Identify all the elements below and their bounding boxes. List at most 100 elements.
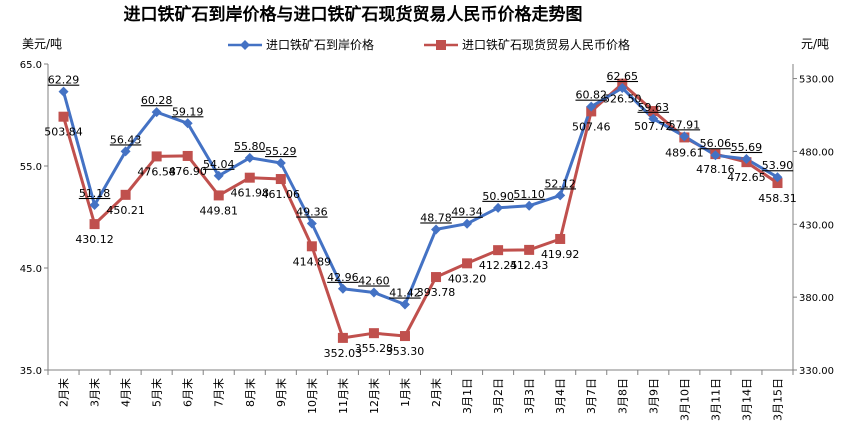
x-category-label: 7月末: [212, 378, 226, 407]
right-tick-label: 480.00: [799, 147, 834, 158]
usd-point: [679, 131, 690, 142]
cny-data-label: 458.31: [758, 192, 797, 205]
usd-point: [710, 150, 721, 161]
cny-point: [120, 189, 131, 200]
x-category-label: 10月末: [305, 378, 319, 414]
usd-data-label: 48.78: [420, 211, 452, 224]
cny-data-label: 430.12: [75, 233, 114, 246]
usd-data-label: 62.29: [48, 74, 80, 87]
x-category-label: 3月8日: [616, 378, 629, 414]
x-category-label: 2月末: [57, 378, 71, 407]
left-tick-label: 65.0: [20, 60, 42, 71]
x-category-label: 11月末: [336, 378, 350, 414]
cny-point: [244, 172, 255, 183]
cny-point: [772, 178, 783, 189]
cny-data-label: 412.43: [510, 259, 549, 272]
usd-data-label: 51.18: [79, 187, 111, 200]
usd-point: [493, 202, 504, 213]
x-category-label: 3月2日: [492, 378, 505, 414]
usd-point: [58, 86, 69, 97]
legend-usd-label: 进口铁矿石到岸价格: [266, 37, 374, 52]
usd-point: [772, 172, 783, 183]
cny-data-label: 461.06: [262, 188, 301, 201]
axes: [47, 64, 794, 375]
usd-point: [431, 224, 442, 235]
x-category-label: 3月末: [88, 378, 102, 407]
x-category-label: 1月末: [398, 378, 412, 407]
cny-point: [431, 272, 442, 283]
cny-point: [213, 190, 224, 201]
cny-point: [462, 258, 473, 269]
cny-data-label: 403.20: [448, 272, 487, 285]
usd-point: [244, 152, 255, 163]
cny-point: [337, 332, 348, 343]
cny-data-label: 489.61: [665, 146, 704, 159]
cny-point: [648, 106, 659, 117]
right-tick-label: 430.00: [799, 220, 834, 231]
usd-point: [462, 218, 473, 229]
usd-data-label: 59.63: [638, 101, 670, 114]
usd-data-label: 57.91: [669, 118, 701, 131]
x-category-label: 3月11日: [709, 378, 722, 421]
usd-data-label: 56.06: [700, 137, 732, 150]
cny-data-label: 352.03: [324, 347, 363, 360]
right-axis-ticks: 330.00 380.00 430.00 480.00 530.00: [793, 75, 834, 377]
cny-data-label: 478.16: [696, 163, 735, 176]
cny-point: [89, 219, 100, 230]
cny-data-label: 412.25: [479, 259, 518, 272]
cny-data-label: 507.72: [634, 120, 673, 133]
legend-cny-label: 进口铁矿石现货贸易人民币价格: [462, 37, 630, 52]
x-category-label: 2月末: [429, 378, 443, 407]
cny-data-label: 449.81: [199, 204, 238, 217]
cny-data-label: 476.58: [137, 165, 176, 178]
right-axis-unit: 元/吨: [801, 37, 829, 51]
usd-data-label: 53.90: [762, 159, 794, 172]
left-tick-label: 55.0: [20, 162, 42, 173]
x-category-label: 3月3日: [523, 378, 536, 414]
usd-point: [337, 283, 348, 294]
cny-point: [368, 328, 379, 339]
usd-data-label: 60.28: [141, 94, 173, 107]
cny-data-label: 355.28: [355, 342, 394, 355]
x-category-label: 3月15日: [771, 378, 784, 421]
usd-data-label: 52.12: [544, 177, 576, 190]
cny-data-label: 476.90: [168, 165, 207, 178]
usd-data-label: 49.34: [451, 206, 483, 219]
cny-data-label: 507.46: [572, 120, 611, 133]
cny-point: [182, 150, 193, 161]
x-category-label: 3月7日: [585, 378, 598, 414]
usd-point: [741, 153, 752, 164]
usd-point: [368, 287, 379, 298]
cny-data-label: 461.98: [231, 187, 270, 200]
cny-point: [493, 245, 504, 256]
usd-point: [213, 170, 224, 181]
usd-data-label: 56.43: [110, 133, 142, 146]
usd-point: [399, 299, 410, 310]
x-category-label: 4月末: [119, 378, 133, 407]
legend: 进口铁矿石到岸价格 进口铁矿石现货贸易人民币价格: [228, 37, 630, 52]
left-tick-label: 35.0: [20, 366, 42, 377]
x-category-label: 6月末: [181, 378, 195, 407]
usd-point: [306, 218, 317, 229]
cny-point: [399, 331, 410, 342]
usd-data-label: 59.19: [172, 105, 204, 118]
usd-point: [617, 82, 628, 93]
usd-price-line: [62, 86, 779, 306]
cny-point: [275, 174, 286, 185]
left-axis-unit: 美元/吨: [22, 37, 62, 51]
right-tick-label: 530.00: [799, 75, 834, 86]
series-markers: [58, 78, 783, 343]
cny-data-label: 526.50: [603, 93, 642, 106]
cny-data-label: 414.89: [293, 255, 332, 268]
usd-data-label: 50.90: [482, 190, 514, 203]
cny-point: [555, 233, 566, 244]
cny-point: [58, 111, 69, 122]
cny-data-label: 419.92: [541, 248, 580, 261]
cny-price-line: [62, 82, 779, 340]
usd-point: [524, 200, 535, 211]
left-axis-ticks: 35.0 45.0 55.0 65.0: [20, 60, 48, 377]
usd-data-label: 54.04: [203, 158, 235, 171]
usd-point: [89, 199, 100, 210]
legend-cny-marker: [436, 40, 446, 50]
x-category-label: 3月14日: [740, 378, 753, 421]
